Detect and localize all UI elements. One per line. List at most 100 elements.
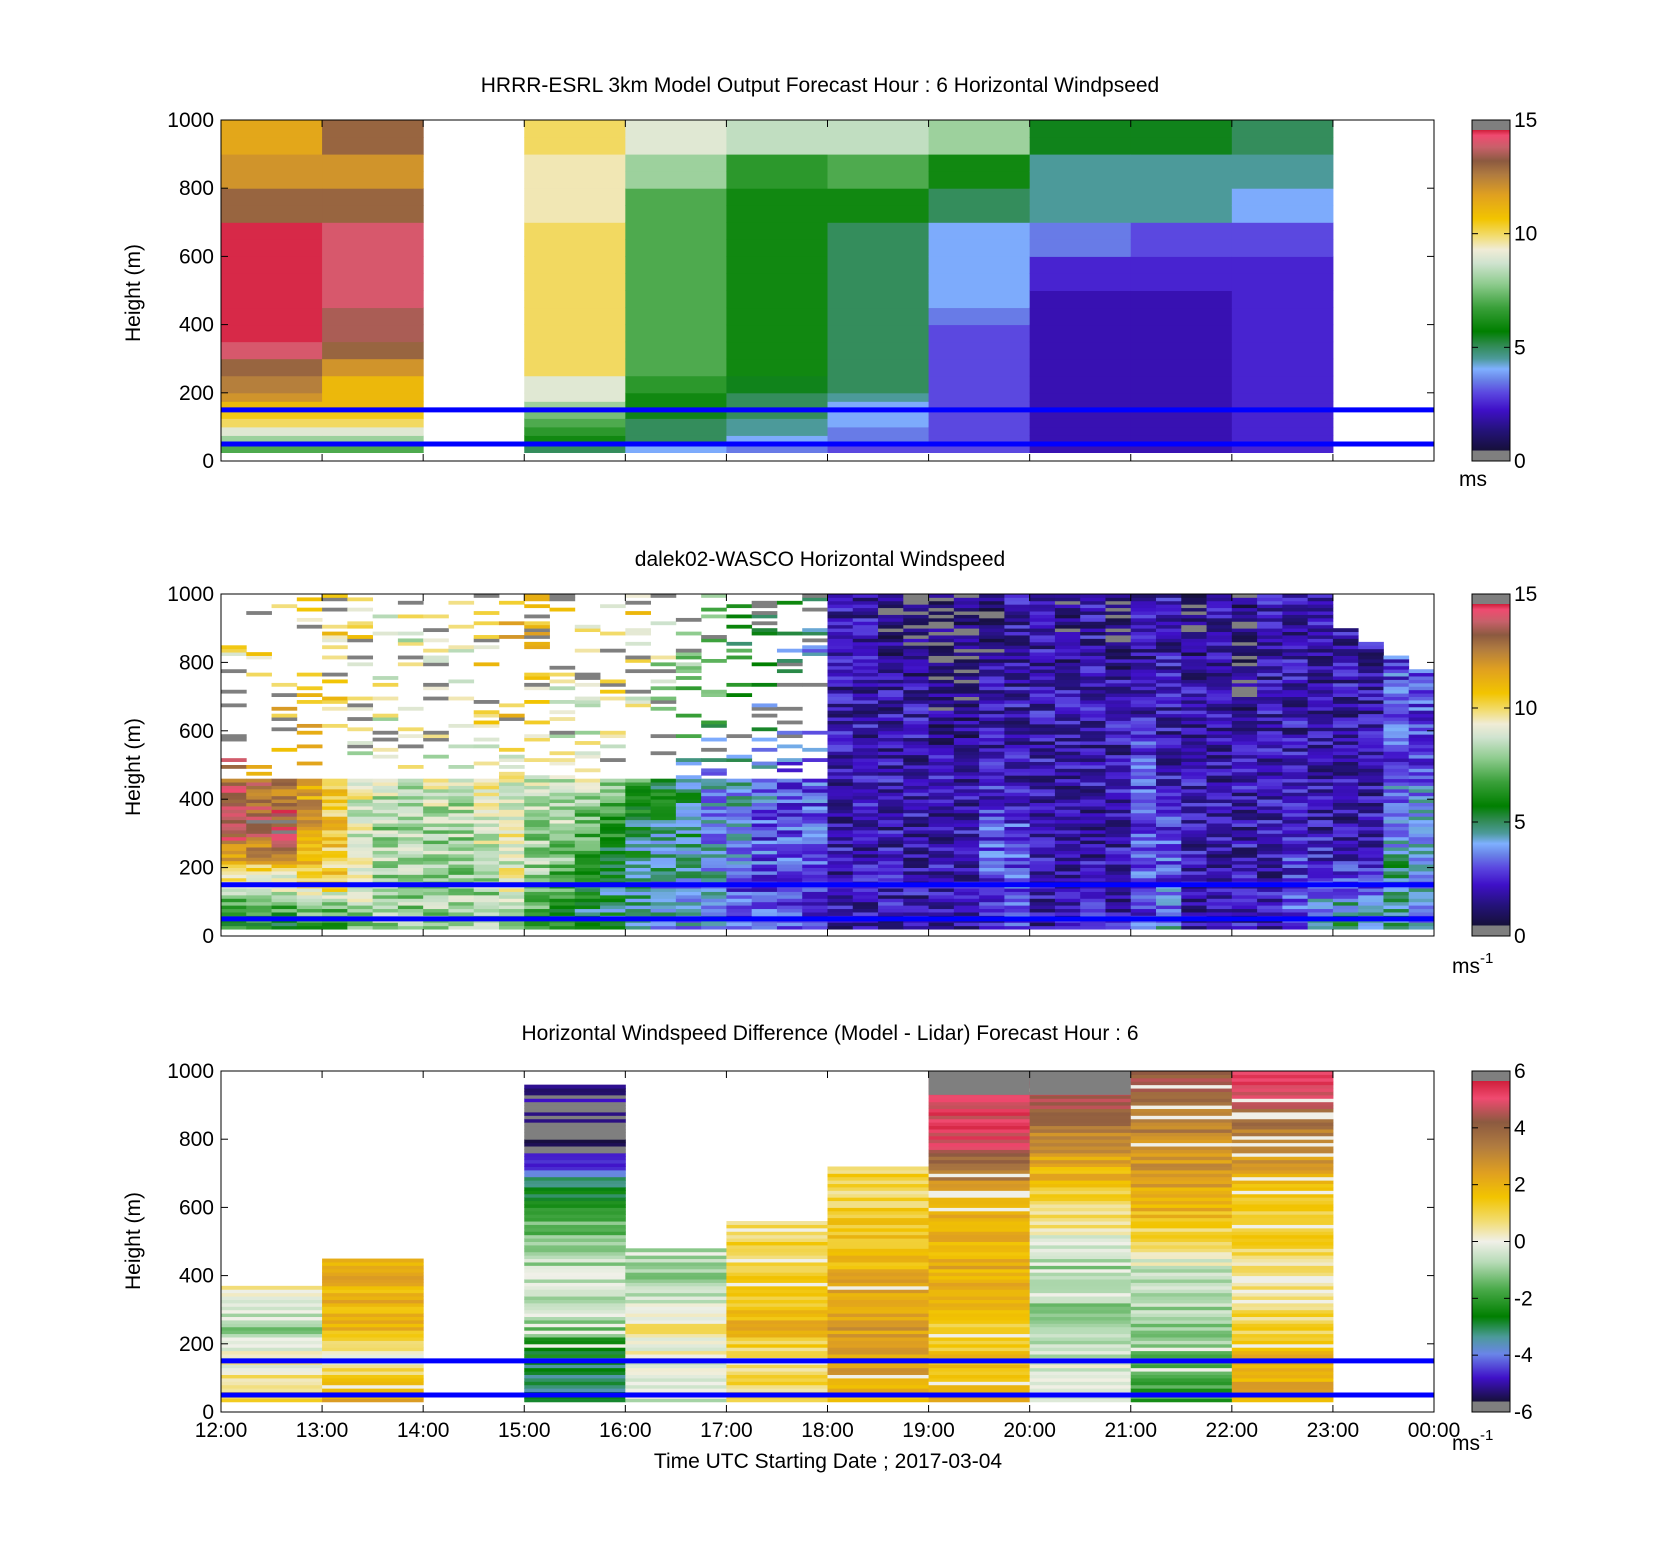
x-tick-label: 00:00: [1408, 1419, 1461, 1442]
lidar-gate-cell: [852, 720, 879, 725]
lidar-gate-cell: [423, 840, 449, 845]
lidar-gate-cell: [1130, 679, 1157, 684]
lidar-gate-cell: [1307, 672, 1334, 677]
lidar-gate-cell: [448, 648, 475, 653]
lidar-gate-cell: [1029, 809, 1056, 814]
lidar-gate-cell: [827, 645, 854, 650]
lidar-gate-cell: [1231, 840, 1258, 845]
lidar-gate-cell: [549, 888, 576, 892]
lidar-gate-cell: [928, 847, 955, 851]
lidar-gate-cell: [928, 806, 955, 810]
heatmap-cell: [1029, 1221, 1132, 1225]
heatmap-cell: [928, 1190, 1031, 1195]
lidar-gate-cell: [625, 843, 652, 848]
lidar-gate-cell: [928, 761, 955, 766]
lidar-gate-cell: [751, 901, 778, 906]
heatmap-cell: [827, 392, 930, 402]
lidar-gate-cell: [600, 682, 626, 687]
colorbar-tick-label: 0: [1514, 450, 1526, 473]
lidar-gate-cell: [574, 912, 601, 916]
lidar-gate-cell: [1029, 888, 1056, 892]
lidar-gate-cell: [1105, 662, 1132, 667]
lidar-gate-cell: [827, 795, 854, 800]
lidar-gate-cell: [372, 614, 399, 619]
lidar-gate-cell: [1004, 853, 1031, 858]
heatmap-cell: [1130, 1384, 1233, 1389]
lidar-gate-cell: [296, 860, 323, 865]
heatmap-cell: [827, 1299, 930, 1304]
lidar-gate-cell: [1383, 775, 1410, 780]
lidar-gate-cell: [1029, 600, 1056, 605]
lidar-gate-cell: [878, 617, 904, 622]
lidar-gate-cell: [1029, 826, 1056, 831]
lidar-gate-cell: [246, 840, 272, 845]
lidar-gate-cell: [1105, 901, 1132, 906]
lidar-gate-cell: [549, 734, 576, 739]
lidar-gate-cell: [751, 788, 778, 793]
lidar-gate-cell: [246, 826, 272, 831]
lidar-gate-cell: [498, 819, 525, 824]
lidar-gate-cell: [625, 853, 652, 858]
lidar-gate-cell: [827, 860, 854, 865]
lidar-gate-cell: [852, 617, 879, 622]
lidar-gate-cell: [1004, 658, 1031, 663]
lidar-gate-cell: [1307, 785, 1334, 790]
lidar-gate-cell: [1156, 877, 1182, 882]
lidar-gate-cell: [296, 597, 323, 602]
heatmap-cell: [1130, 1302, 1233, 1307]
lidar-gate-cell: [726, 806, 753, 810]
lidar-gate-cell: [1408, 761, 1435, 766]
heatmap-cell: [1231, 1074, 1334, 1079]
heatmap-cell: [625, 1299, 727, 1304]
lidar-gate-cell: [1156, 624, 1182, 629]
lidar-gate-cell: [1358, 853, 1384, 858]
lidar-gate-cell: [549, 864, 576, 868]
lidar-gate-cell: [423, 925, 449, 930]
lidar-gate-cell: [1257, 912, 1283, 916]
lidar-gate-cell: [953, 689, 980, 694]
lidar-gate-cell: [574, 682, 601, 687]
lidar-gate-cell: [1408, 874, 1435, 879]
lidar-gate-cell: [1282, 662, 1309, 667]
lidar-gate-cell: [953, 696, 980, 701]
lidar-gate-cell: [726, 833, 753, 838]
lidar-gate-cell: [625, 669, 652, 674]
lidar-gate-cell: [1332, 679, 1359, 684]
lidar-gate-cell: [473, 785, 500, 790]
lidar-gate-cell: [1181, 847, 1207, 851]
lidar-gate-cell: [372, 682, 399, 687]
lidar-gate-cell: [1282, 802, 1309, 807]
lidar-gate-cell: [751, 905, 778, 910]
heatmap-cell: [524, 1347, 626, 1352]
lidar-gate-cell: [296, 700, 323, 704]
lidar-gate-cell: [271, 682, 298, 687]
lidar-gate-cell: [751, 662, 778, 667]
lidar-gate-cell: [751, 785, 778, 790]
lidar-gate-cell: [1029, 693, 1056, 697]
lidar-gate-cell: [397, 840, 424, 845]
lidar-gate-cell: [1332, 795, 1359, 800]
heatmap-cell: [1231, 1111, 1334, 1116]
lidar-gate-cell: [903, 597, 929, 602]
lidar-gate-cell: [397, 894, 424, 899]
lidar-gate-cell: [1054, 594, 1081, 598]
lidar-gate-cell: [979, 734, 1005, 739]
heatmap-cell: [625, 1319, 727, 1324]
lidar-gate-cell: [852, 788, 879, 793]
heatmap-cell: [322, 1367, 424, 1372]
heatmap-cell: [928, 1115, 1031, 1120]
lidar-gate-cell: [726, 758, 753, 762]
heatmap-cell: [322, 1282, 424, 1287]
lidar-gate-cell: [903, 679, 929, 684]
lidar-gate-cell: [322, 785, 348, 790]
heatmap-cell: [322, 426, 424, 436]
lidar-gate-cell: [928, 635, 955, 639]
lidar-gate-cell: [802, 652, 828, 656]
lidar-gate-cell: [397, 600, 424, 605]
lidar-gate-cell: [903, 703, 929, 708]
lidar-gate-cell: [1105, 816, 1132, 821]
lidar-gate-cell: [498, 864, 525, 868]
lidar-gate-cell: [827, 826, 854, 831]
lidar-gate-cell: [1257, 829, 1283, 834]
lidar-gate-cell: [1181, 795, 1207, 800]
